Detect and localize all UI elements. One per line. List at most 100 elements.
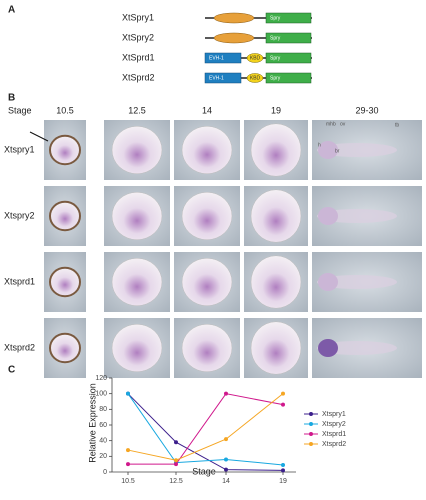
y-axis-label: Relative Expression <box>87 383 97 463</box>
point <box>281 402 285 407</box>
domain-label: Spry <box>270 15 281 21</box>
y-tick-label: 20 <box>99 453 107 460</box>
legend-label: Xtsprd2 <box>322 441 346 448</box>
tadpole-head <box>318 273 338 291</box>
domain <box>213 12 255 24</box>
y-tick-label: 80 <box>99 406 107 413</box>
domain-label: KBD <box>250 55 261 61</box>
point <box>126 448 130 453</box>
legend-marker <box>309 432 313 436</box>
embryo <box>111 192 163 240</box>
domain <box>246 73 264 83</box>
point <box>224 437 228 442</box>
stage-label: Stage <box>8 105 32 115</box>
arrow <box>29 131 49 142</box>
protein-name: XtSprd1 <box>122 52 155 62</box>
y-tick-label: 40 <box>99 438 107 445</box>
x-axis-label: Stage <box>192 466 216 476</box>
legend-label: Xtsprd1 <box>322 431 346 438</box>
embryo <box>181 126 233 174</box>
protein-name: XtSpry2 <box>122 32 154 42</box>
stage: 10.5 <box>56 105 74 115</box>
point <box>224 467 228 472</box>
tadpole-head <box>318 141 338 159</box>
embryo <box>111 324 163 372</box>
y-tick-label: 100 <box>95 391 107 398</box>
row-label: Xtspry1 <box>4 144 35 154</box>
embryo <box>181 324 233 372</box>
domain <box>265 12 312 24</box>
legend-label: Xtspry2 <box>322 421 346 428</box>
annotation: tb <box>395 122 399 128</box>
point <box>281 468 285 473</box>
row-label: Xtsprd2 <box>4 342 35 352</box>
series-line <box>127 393 284 461</box>
protein-name: XtSpry1 <box>122 12 154 22</box>
domain-label: Spry <box>270 75 281 81</box>
embryo <box>250 255 302 309</box>
embryo <box>250 123 302 177</box>
legend-marker <box>309 422 313 426</box>
embryo <box>49 134 81 166</box>
embryo <box>111 258 163 306</box>
legend-label: Xtspry1 <box>322 411 346 418</box>
y-tick-label: 0 <box>103 469 107 476</box>
tadpole-head <box>318 339 338 357</box>
x-tick-label: 14 <box>222 478 230 485</box>
stage: 12.5 <box>128 105 146 115</box>
y-tick-label: 120 <box>95 375 107 382</box>
embryo <box>250 189 302 243</box>
point <box>224 457 228 462</box>
panel-label: C <box>8 365 15 376</box>
legend-marker <box>309 412 313 416</box>
embryo <box>49 200 81 232</box>
panel-label: A <box>8 5 15 16</box>
series-line <box>127 393 284 466</box>
series-line <box>127 393 284 471</box>
embryo <box>111 126 163 174</box>
annotation: ov <box>340 121 346 127</box>
annotation: h <box>318 142 321 148</box>
domain-label: Spry <box>270 55 281 61</box>
legend-marker <box>309 442 313 446</box>
domain <box>204 72 242 84</box>
annotation: br <box>335 148 340 154</box>
embryo <box>250 321 302 375</box>
domain <box>265 32 312 44</box>
x-tick-label: 19 <box>279 478 287 485</box>
point <box>126 462 130 467</box>
domain <box>265 52 312 64</box>
domain <box>204 52 242 64</box>
row-label: Xtspry2 <box>4 210 35 220</box>
domain-label: EVH-1 <box>209 75 224 81</box>
point <box>174 458 178 463</box>
series-line <box>128 393 284 465</box>
embryo <box>49 332 81 364</box>
row-label: Xtsprd1 <box>4 276 35 286</box>
point <box>174 440 178 445</box>
panel-label: B <box>8 93 15 104</box>
point <box>224 391 228 396</box>
embryo <box>181 192 233 240</box>
x-tick-label: 10.5 <box>121 478 135 485</box>
stage: 14 <box>202 105 212 115</box>
point <box>126 391 130 396</box>
domain-label: KBD <box>250 75 261 81</box>
domain-label: EVH-1 <box>209 55 224 61</box>
domain <box>265 72 312 84</box>
point <box>281 462 285 467</box>
embryo <box>181 258 233 306</box>
domain-label: Spry <box>270 35 281 41</box>
annotation: mhb <box>326 121 336 127</box>
x-tick-label: 12.5 <box>169 478 183 485</box>
protein-name: XtSprd2 <box>122 72 155 82</box>
tadpole-head <box>318 207 338 225</box>
domain <box>246 53 264 63</box>
y-tick-label: 60 <box>99 422 107 429</box>
domain <box>213 32 255 44</box>
stage: 19 <box>271 105 281 115</box>
stage: 29-30 <box>355 105 378 115</box>
point <box>281 391 285 396</box>
point <box>174 462 178 467</box>
